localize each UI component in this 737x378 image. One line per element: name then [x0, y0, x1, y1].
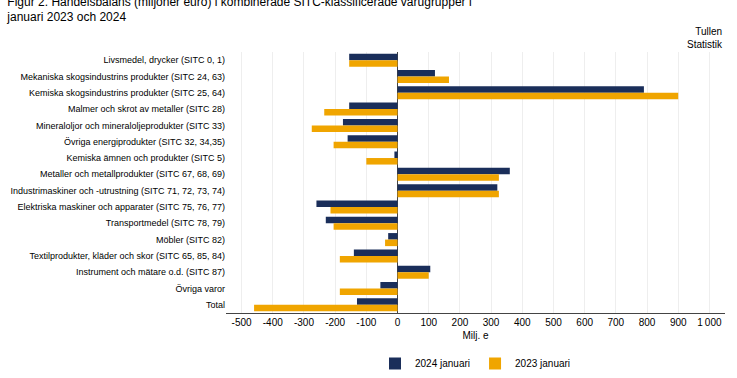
svg-text:Total: Total: [206, 300, 225, 310]
svg-text:Textilprodukter, kläder och sk: Textilprodukter, kläder och skor (SITC 6…: [29, 251, 225, 261]
svg-text:Mekaniska skogsindustrins prod: Mekaniska skogsindustrins produkter (SIT…: [20, 72, 225, 82]
svg-text:500: 500: [545, 317, 562, 328]
svg-text:2024 januari: 2024 januari: [415, 358, 470, 369]
svg-text:Elektriska maskiner och appara: Elektriska maskiner och apparater (SITC …: [17, 202, 225, 212]
svg-text:-200: -200: [325, 317, 345, 328]
svg-text:Transportmedel (SITC 78, 79): Transportmedel (SITC 78, 79): [106, 218, 225, 228]
svg-text:-300: -300: [294, 317, 314, 328]
svg-text:-500: -500: [232, 317, 252, 328]
svg-text:-400: -400: [263, 317, 283, 328]
svg-text:Kemiska ämnen och produkter (S: Kemiska ämnen och produkter (SITC 5): [66, 153, 225, 163]
svg-text:200: 200: [452, 317, 469, 328]
svg-text:900: 900: [670, 317, 687, 328]
svg-text:2023 januari: 2023 januari: [515, 358, 570, 369]
svg-text:Industrimaskiner och -utrustni: Industrimaskiner och -utrustning (SITC 7…: [10, 186, 225, 196]
svg-text:Mineraloljor och mineraloljepr: Mineraloljor och mineraloljeprodukter (S…: [36, 121, 225, 131]
svg-text:Övriga energiprodukter (SITC 3: Övriga energiprodukter (SITC 32, 34,35): [64, 137, 225, 147]
svg-text:Malmer och skrot av metaller (: Malmer och skrot av metaller (SITC 28): [68, 104, 225, 114]
svg-text:400: 400: [514, 317, 531, 328]
svg-text:100: 100: [420, 317, 437, 328]
svg-text:-100: -100: [356, 317, 376, 328]
svg-text:0: 0: [395, 317, 401, 328]
svg-text:TullenStatistik: TullenStatistik: [687, 26, 723, 50]
svg-text:Möbler (SITC 82): Möbler (SITC 82): [156, 235, 225, 245]
svg-text:1 000: 1 000: [697, 317, 722, 328]
svg-text:Milj. e: Milj. e: [462, 330, 489, 341]
svg-text:Figur 2. Handelsbalans (miljon: Figur 2. Handelsbalans (miljoner euro) i…: [6, 0, 471, 24]
svg-text:Kemiska skogsindustrins produk: Kemiska skogsindustrins produkter (SITC …: [29, 88, 225, 98]
svg-text:800: 800: [639, 317, 656, 328]
svg-text:Instrument och mätare o.d. (SI: Instrument och mätare o.d. (SITC 87): [76, 267, 225, 277]
svg-text:Livsmedel, drycker (SITC 0, 1): Livsmedel, drycker (SITC 0, 1): [103, 55, 225, 65]
svg-text:Metaller och metallprodukter (: Metaller och metallprodukter (SITC 67, 6…: [40, 169, 225, 179]
svg-text:300: 300: [483, 317, 500, 328]
svg-text:700: 700: [607, 317, 624, 328]
svg-text:600: 600: [576, 317, 593, 328]
svg-text:Övriga varor: Övriga varor: [175, 284, 225, 294]
